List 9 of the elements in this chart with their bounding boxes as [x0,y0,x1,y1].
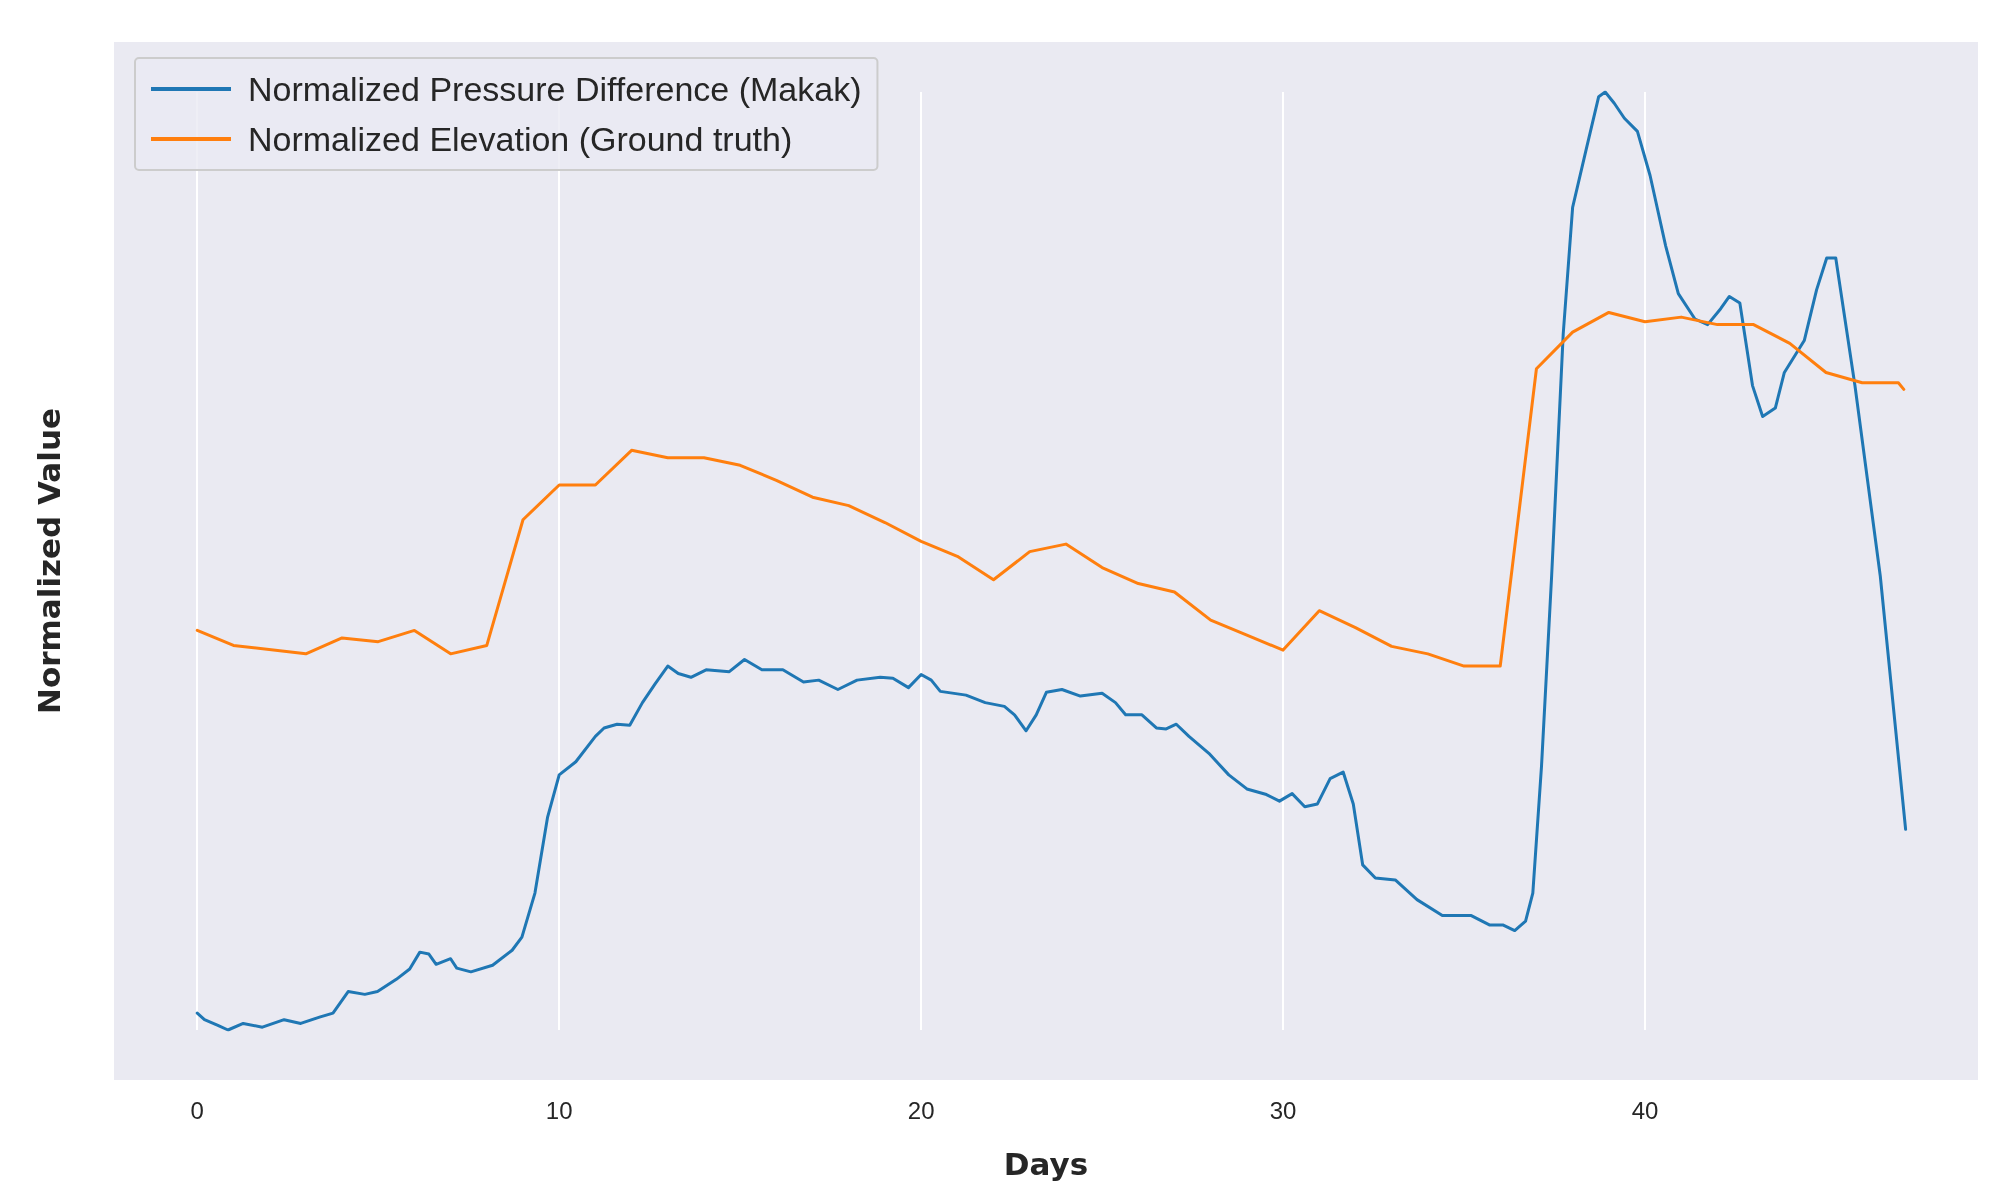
x-tick-label: 30 [1269,1096,1297,1124]
x-axis-title: Days [1003,1145,1089,1182]
x-tick-label: 20 [907,1096,935,1124]
legend-label: Normalized Pressure Difference (Makak) [248,70,862,108]
x-tick-label: 10 [545,1096,573,1124]
y-axis-title: Normalized Value [30,408,67,714]
x-tick-label: 40 [1631,1096,1659,1124]
x-tick-label: 0 [190,1096,204,1124]
legend-label: Normalized Elevation (Ground truth) [248,120,793,158]
